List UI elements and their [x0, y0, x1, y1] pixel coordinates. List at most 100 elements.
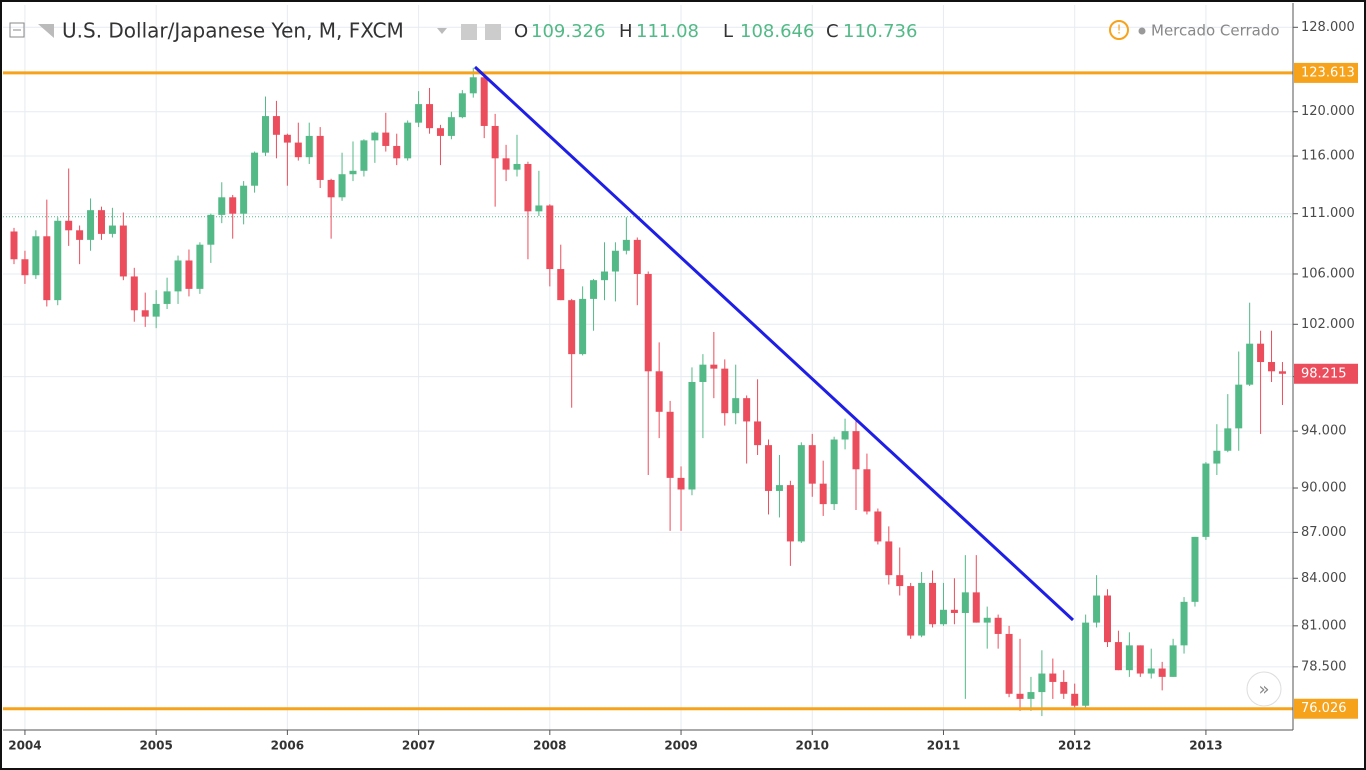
candle-body: [229, 197, 237, 214]
candle-body: [119, 225, 127, 277]
chart-title: U.S. Dollar/Japanese Yen, M, FXCM: [62, 19, 404, 43]
candle-body: [907, 586, 915, 636]
candle-body: [218, 197, 226, 215]
candle-body: [830, 439, 838, 505]
candle-body: [1278, 371, 1286, 374]
settings-icon[interactable]: [461, 24, 477, 40]
symbol-flag: [38, 24, 54, 38]
candle-body: [76, 230, 84, 240]
candle-body: [1268, 362, 1276, 372]
candle-body: [655, 371, 663, 412]
candle-body: [1114, 642, 1122, 671]
candle-body: [1093, 595, 1101, 623]
x-tick-label: 2012: [1058, 739, 1091, 753]
x-tick-label: 2008: [533, 739, 566, 753]
candle-body: [338, 174, 346, 198]
y-tick-label: 78.500: [1301, 659, 1347, 674]
candle-body: [1082, 622, 1090, 706]
candle-body: [688, 381, 696, 490]
readout-key: H: [619, 21, 633, 42]
candle-body: [251, 152, 259, 186]
candle-body: [819, 483, 827, 505]
candle-body: [754, 421, 762, 446]
candle-body: [10, 231, 18, 260]
candle-body: [808, 445, 816, 484]
price-label: 123.613: [1301, 65, 1355, 80]
candle-body: [918, 582, 926, 636]
candle-body: [983, 617, 991, 623]
candle-body: [950, 609, 958, 613]
y-tick-label: 116.000: [1301, 149, 1355, 164]
candle-body: [1136, 645, 1144, 674]
readout-key: C: [826, 21, 839, 42]
candle-body: [130, 276, 138, 311]
candle-body: [502, 158, 510, 170]
candle-body: [1104, 595, 1111, 643]
y-tick-label: 90.000: [1301, 481, 1347, 496]
candle-body: [765, 445, 773, 491]
x-tick-label: 2007: [402, 739, 435, 753]
last-price-label: 98.215: [1301, 366, 1347, 381]
candle-body: [863, 469, 871, 512]
candle-body: [1202, 463, 1210, 537]
candle-body: [775, 485, 783, 491]
candle-body: [196, 244, 204, 289]
candle-body: [590, 280, 598, 299]
readout-value: 109.326: [531, 21, 605, 42]
candle-body: [1235, 384, 1243, 429]
candle-body: [163, 291, 171, 304]
settings-icon[interactable]: [485, 24, 501, 40]
x-tick-label: 2009: [664, 739, 697, 753]
candle-body: [786, 485, 794, 542]
candle-body: [43, 236, 51, 301]
candle-body: [305, 135, 313, 158]
candle-body: [633, 239, 641, 274]
readout-key: L: [723, 21, 733, 42]
candle-body: [240, 185, 248, 214]
candle-body: [961, 592, 969, 613]
price-label: 76.026: [1301, 701, 1347, 716]
candle-body: [568, 300, 576, 355]
candle-body: [896, 575, 904, 587]
candle-body: [535, 205, 543, 212]
candle-body: [1147, 668, 1155, 674]
collapse-icon[interactable]: [9, 22, 25, 38]
candle-body: [1016, 693, 1024, 699]
candle-body: [262, 116, 270, 153]
y-tick-label: 128.000: [1301, 20, 1355, 35]
candle-body: [393, 145, 401, 159]
candle-body: [1246, 343, 1254, 385]
dropdown-arrow[interactable]: [437, 28, 447, 34]
candle-body: [426, 104, 434, 129]
candle-body: [513, 163, 521, 170]
candle-body: [1224, 428, 1232, 451]
candle-body: [174, 260, 182, 292]
candle-body: [994, 617, 1002, 634]
candle-body: [1257, 343, 1265, 363]
y-tick-label: 94.000: [1301, 424, 1347, 439]
candle-body: [841, 431, 849, 440]
candle-body: [1169, 645, 1177, 677]
candle-body: [207, 214, 215, 245]
candle-body: [141, 310, 149, 317]
candle-body: [404, 122, 412, 159]
candle-body: [557, 269, 565, 301]
candle-body: [382, 132, 390, 146]
readout-key: O: [514, 21, 528, 42]
candle-body: [611, 250, 619, 272]
x-tick-label: 2006: [271, 739, 304, 753]
scroll-button[interactable]: [1246, 671, 1282, 707]
candle-body: [349, 170, 357, 175]
candle-body: [458, 93, 466, 118]
candle-body: [294, 142, 302, 158]
candle-body: [491, 125, 499, 159]
candle-body: [327, 179, 335, 198]
x-tick-label: 2005: [139, 739, 172, 753]
candle-body: [710, 364, 718, 369]
candle-body: [108, 225, 116, 234]
candle-body: [797, 445, 805, 542]
x-tick-label: 2011: [927, 739, 960, 753]
y-tick-label: 111.000: [1301, 206, 1355, 221]
candle-body: [1071, 693, 1079, 706]
